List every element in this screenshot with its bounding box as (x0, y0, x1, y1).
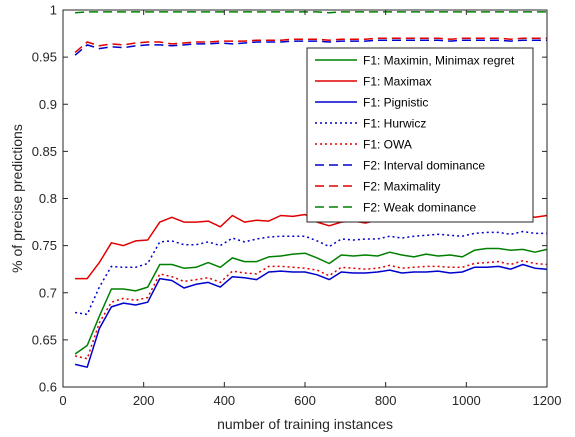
y-axis-label: % of precise predictions (9, 124, 25, 273)
legend-label-4: F1: Hurwicz (363, 117, 426, 131)
y-tick-label: 0.6 (39, 380, 57, 395)
x-tick-label: 200 (133, 393, 155, 408)
axis-ticks: 0 200 400 600 800 1000 1200 0.6 0.65 0.7 0.75 0.8 0.… (32, 3, 562, 409)
legend-label-8: F2: Weak dominance (363, 201, 476, 215)
series-line-5 (74, 259, 548, 360)
legend-label-1: F1: Maximin, Minimax regret (363, 54, 515, 68)
series-line-8 (75, 11, 547, 14)
y-tick-label: 0.75 (32, 238, 57, 253)
series-line-7 (74, 37, 547, 53)
y-tick-label: 1 (50, 3, 57, 18)
y-tick-label: 0.65 (32, 332, 57, 347)
series-line-3 (74, 263, 548, 368)
x-axis-label: number of training instances (217, 416, 393, 432)
series-line-4 (74, 230, 547, 316)
y-tick-label: 0.9 (39, 97, 57, 112)
legend-label-7: F2: Maximality (363, 180, 440, 194)
y-tick-label: 0.8 (39, 191, 57, 206)
x-tick-label: 600 (294, 393, 316, 408)
legend-label-5: F1: OWA (363, 138, 412, 152)
y-tick-label: 0.95 (32, 50, 57, 65)
x-tick-label: 800 (375, 393, 397, 408)
legend-label-2: F1: Maximax (363, 75, 432, 89)
legend-label-6: F2: Interval dominance (363, 159, 485, 173)
legend-box (306, 47, 534, 223)
x-tick-label: 1000 (452, 393, 481, 408)
legend-label-3: F1: Pignistic (363, 96, 428, 110)
x-tick-label: 1200 (533, 393, 562, 408)
x-tick-label: 400 (213, 393, 235, 408)
y-tick-label: 0.7 (39, 285, 57, 300)
legend: F1: Maximin, Minimax regret F1: Maximax F1… (306, 47, 534, 223)
y-tick-label: 0.85 (32, 144, 57, 159)
x-tick-label: 0 (59, 393, 66, 408)
series-line-6 (74, 39, 547, 56)
series-line-1 (74, 247, 548, 355)
